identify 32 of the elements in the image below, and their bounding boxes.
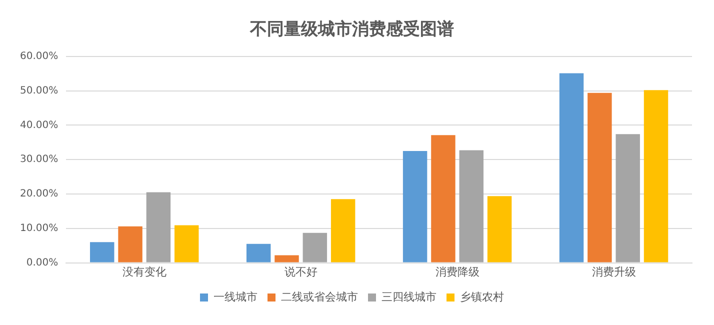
- bar: [459, 150, 484, 262]
- legend-label: 二线或省会城市: [281, 290, 358, 304]
- y-tick-label: 40.00%: [20, 120, 58, 131]
- x-tick-label: 消费升级: [592, 265, 636, 278]
- y-tick-label: 20.00%: [20, 188, 58, 200]
- bar: [402, 151, 428, 262]
- bar: [302, 232, 328, 262]
- bar: [90, 242, 114, 262]
- bar: [616, 134, 640, 262]
- bar: [431, 135, 456, 262]
- legend-label: 三四线城市: [382, 290, 436, 304]
- y-tick-label: 50.00%: [20, 85, 58, 96]
- bar: [588, 92, 612, 262]
- x-tick-label: 说不好: [284, 265, 318, 278]
- y-tick-label: 60.00%: [20, 50, 58, 62]
- bar: [174, 225, 199, 262]
- bar: [559, 73, 584, 262]
- y-tick-label: 0.00%: [26, 257, 58, 268]
- bar: [118, 226, 142, 262]
- bar: [644, 90, 668, 262]
- legend-label: 乡镇农村: [460, 290, 504, 304]
- bar: [274, 255, 299, 262]
- bar: [330, 199, 356, 262]
- chart-title: 不同量级城市消费感受图谱: [249, 20, 454, 40]
- x-tick-label: 没有变化: [122, 265, 166, 278]
- bar: [487, 196, 512, 262]
- x-tick-label: 消费降级: [435, 265, 480, 278]
- y-tick-label: 10.00%: [20, 222, 58, 234]
- bar: [146, 192, 171, 262]
- y-tick-label: 30.00%: [20, 154, 58, 166]
- legend-label: 一线城市: [214, 290, 258, 304]
- bar: [246, 244, 271, 262]
